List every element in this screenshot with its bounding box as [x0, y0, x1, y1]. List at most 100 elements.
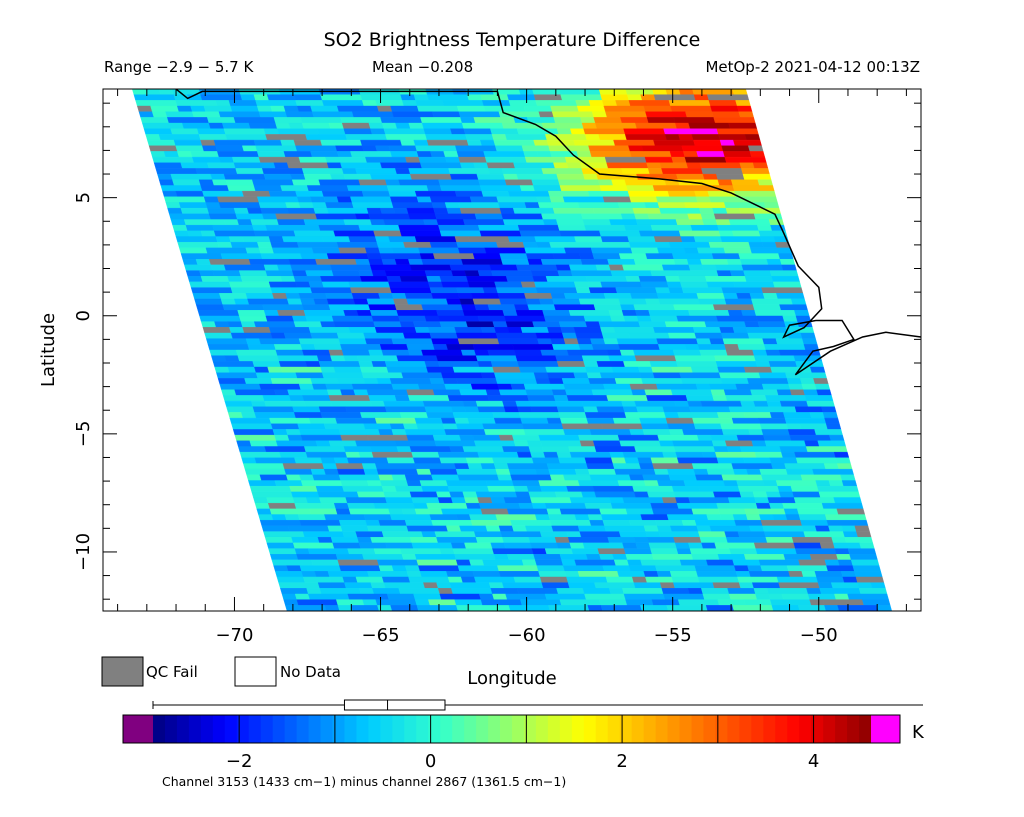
colorbar-segment: [559, 715, 573, 743]
swath-cell: [160, 185, 203, 192]
swath-cell: [798, 514, 828, 521]
swath-cell: [348, 281, 391, 288]
swath-cell: [559, 185, 602, 192]
swath-cell: [365, 156, 408, 163]
swath-cell: [221, 389, 237, 396]
swath-cell: [576, 151, 592, 158]
swath-cell: [298, 338, 341, 345]
swath-cell: [495, 145, 524, 152]
colorbar-segment: [188, 715, 202, 743]
swath-cell: [467, 417, 497, 424]
swath-cell: [613, 139, 656, 146]
swath-cell: [456, 332, 498, 339]
swath-cell: [280, 366, 323, 373]
swath-cell: [852, 565, 881, 572]
x-axis-label: Longitude: [467, 668, 557, 689]
swath-cell: [361, 145, 378, 152]
swath-cell: [584, 224, 627, 232]
swath-cell: [804, 440, 820, 447]
swath-cell: [743, 412, 772, 419]
swath-cell: [454, 236, 471, 243]
swath-cell: [658, 531, 701, 538]
swath-cell: [530, 451, 546, 459]
swath-cell: [499, 207, 516, 215]
swath-cell: [673, 304, 716, 311]
swath-cell: [172, 179, 201, 186]
qc-fail-label: QC Fail: [146, 663, 198, 681]
swath-cell: [314, 571, 330, 578]
swath-cell: [287, 525, 330, 532]
swath-cell: [286, 207, 316, 215]
swath-cell: [677, 457, 719, 464]
swath-cell: [444, 429, 487, 436]
swath-cell: [857, 582, 873, 589]
swath-cell: [749, 525, 765, 532]
swath-cell: [222, 304, 265, 311]
swath-cell: [449, 582, 492, 589]
swath-cell: [422, 400, 465, 407]
swath-cell: [416, 605, 459, 611]
swath-cell: [268, 190, 298, 198]
swath-cell: [662, 406, 692, 413]
swath-cell: [749, 196, 778, 203]
colorbar-segment: [272, 715, 286, 743]
swath-cell: [527, 395, 556, 402]
swath-cell: [220, 298, 237, 305]
swath-cell: [538, 298, 555, 305]
swath-cell: [595, 264, 611, 271]
swath-cell: [761, 241, 778, 249]
swath-cell: [262, 304, 305, 311]
swath-cell: [633, 259, 676, 266]
swath-cell: [394, 440, 437, 447]
swath-cell: [158, 89, 175, 95]
swath-cell: [679, 372, 722, 379]
swath-cell: [606, 349, 623, 356]
swath-cell: [421, 485, 450, 493]
swath-cell: [741, 264, 784, 271]
swath-cell: [256, 105, 273, 112]
swath-cell: [569, 451, 612, 459]
swath-cell: [371, 315, 401, 322]
swath-cell: [738, 111, 754, 118]
swath-cell: [280, 139, 296, 146]
swath-cell: [396, 355, 439, 362]
swath-cell: [197, 310, 240, 317]
swath-cell: [726, 446, 742, 453]
swath-cell: [449, 446, 465, 453]
swath-cell: [762, 293, 779, 300]
swath-cell: [490, 128, 519, 135]
colorbar-segment: [368, 715, 381, 743]
colorbar-segment: [392, 715, 405, 743]
swath-cell: [573, 372, 589, 379]
swath-cell: [261, 525, 291, 532]
swath-cell: [381, 576, 411, 583]
swath-cell: [336, 599, 365, 606]
swath-cell: [762, 525, 804, 532]
swath-cell: [243, 463, 285, 470]
swath-cell: [283, 332, 313, 339]
swath-cell: [439, 457, 468, 464]
swath-cell: [570, 128, 586, 135]
swath-cell: [633, 304, 676, 311]
swath-cell: [841, 480, 858, 487]
swath-cell: [824, 514, 867, 521]
swath-cell: [524, 247, 567, 254]
swath-cell: [351, 293, 381, 300]
swath-cell: [639, 417, 668, 424]
swath-cell: [696, 525, 712, 532]
swath-cell: [222, 395, 265, 402]
swath-cell: [523, 383, 566, 390]
swath-cell: [607, 259, 636, 266]
swath-cell: [282, 463, 325, 470]
swath-cell: [582, 588, 612, 595]
swath-cell: [763, 344, 806, 351]
swath-cell: [678, 89, 695, 95]
swath-cell: [525, 525, 554, 532]
swath-cell: [495, 378, 538, 385]
swath-cell: [482, 559, 524, 566]
swath-cell: [627, 236, 657, 243]
swath-cell: [412, 321, 442, 328]
swath-cell: [623, 548, 653, 555]
swath-cell: [794, 451, 836, 459]
swath-cell: [623, 315, 639, 322]
